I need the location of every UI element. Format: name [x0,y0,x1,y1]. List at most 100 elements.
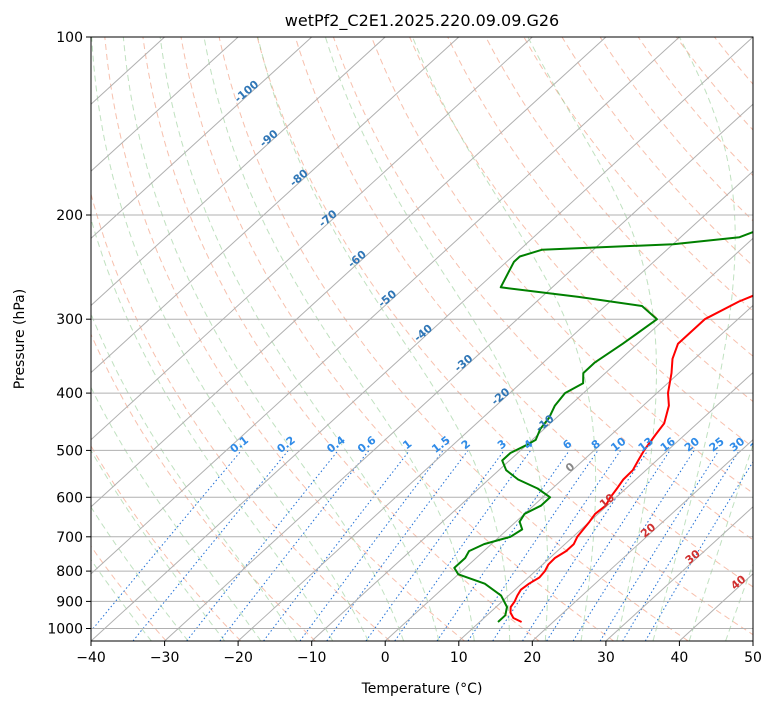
moist-adiabat-line [257,37,511,641]
dry-adiabat-line [91,545,167,641]
isotherm-line [164,103,753,641]
dry-adiabat-label: -100 [232,78,262,106]
mixing-ratio-label: 4 [522,437,536,452]
x-axis-label: Temperature (°C) [361,681,483,697]
y-tick-label: 100 [56,30,83,46]
dry-adiabat-label: -50 [376,287,400,310]
dry-adiabat-line [332,37,753,541]
plot-frame [90,36,754,642]
mixing-ratio-line [599,450,720,641]
mixing-ratio-line [132,450,289,641]
moist-adiabat-line [159,37,440,641]
x-tick-label: 50 [744,650,762,666]
moist-adiabat-line [91,37,369,641]
moist-adiabat-line [652,37,736,641]
moist-adiabat-line [91,217,334,641]
isotherm-line [752,640,753,641]
mixing-ratio-label: 0.1 [228,434,251,456]
moist-adiabat-line [91,449,225,641]
moist-adiabat-line [91,506,189,641]
x-tick-label: 0 [381,650,390,666]
mixing-ratio-label: 25 [707,435,727,455]
moist-adiabat-line [688,443,753,641]
mixing-ratio-line [622,450,740,641]
y-tick-label: 200 [56,208,83,224]
mixing-ratio-line [467,450,599,641]
x-tick-label: 40 [670,650,688,666]
mixing-ratio-label: 6 [560,437,574,452]
mixing-ratio-label: 0.4 [324,433,348,455]
dry-adiabat-line [447,37,753,403]
y-tick-label: 600 [56,490,83,506]
mixing-ratio-line [326,450,469,641]
x-tick-label: 30 [597,650,615,666]
moist-adiabat-line [91,558,152,641]
mixing-ratio-line [546,450,671,641]
grid [91,37,753,641]
dry-adiabat-line [637,37,753,177]
isotherm-line [458,371,753,641]
isotherm-line [91,37,753,641]
dry-adiabat-line [714,37,753,85]
dry-adiabat-label: -80 [287,166,311,189]
y-tick-label: 500 [56,443,83,459]
x-tick-label: −30 [150,650,180,666]
dry-adiabat-line [256,37,753,636]
dry-adiabat-label: -70 [316,207,340,230]
isotherm-line [605,506,753,641]
y-axis-label: Pressure (hPa) [12,289,28,389]
dry-adiabat-label: -30 [452,352,476,375]
mixing-ratio-label: 1.5 [429,434,452,456]
x-tick-label: −40 [76,650,106,666]
dry-adiabat-line [371,37,753,494]
mixing-ratio-label: 10 [608,435,628,455]
dry-adiabat-line [104,37,465,641]
dry-adiabat-label: 40 [728,572,748,592]
dry-adiabat-line [218,37,689,641]
mixing-ratio-label: 30 [727,435,747,455]
isotherm-line [91,37,680,575]
mixing-ratio-line [186,450,339,641]
dry-adiabat-line [485,37,753,357]
mixing-ratio-label: 20 [682,435,702,455]
mixing-ratio-line [522,450,649,641]
mixing-ratio-label: 1 [400,437,414,452]
moist-adiabat-line [324,37,549,641]
mixing-ratio-label: 2 [459,437,473,452]
dry-adiabat-line [523,37,753,312]
dry-adiabat-label: -60 [345,248,369,271]
moist-adiabat-line [91,312,298,641]
background-lines [91,37,753,641]
y-tick-label: 300 [56,312,83,328]
mixing-ratio-line [91,450,242,632]
mixing-ratio-line [299,450,444,641]
temperature-trace [509,294,753,623]
mixing-ratio-label: 0.6 [355,433,379,455]
dry-adiabat-line [752,37,753,39]
moist-adiabat-line [412,37,597,641]
dry-adiabat-line [561,37,753,267]
moist-adiabat-line [203,37,475,641]
mixing-ratio-line [644,460,753,641]
isotherm-line [531,438,753,641]
isotherm-line [91,37,533,441]
isotherm-line [91,37,607,508]
x-tick-label: −10 [297,650,327,666]
y-tick-label: 400 [56,386,83,402]
x-tick-label: −20 [223,650,253,666]
mixing-ratio-label: 3 [495,437,509,452]
dry-adiabat-label: 20 [638,520,658,540]
isotherm-line [91,37,386,307]
isotherm-line [311,237,753,641]
mixing-ratio-line [365,450,505,641]
isotherm-line [91,37,313,240]
dry-adiabat-line [180,37,614,641]
dry-adiabat-line [142,37,540,641]
profile-traces [453,231,753,623]
mixing-ratio-line [219,450,370,641]
dry-adiabat-label: -90 [257,127,281,150]
x-tick-label: 20 [523,650,541,666]
moist-adiabat-line [122,37,405,641]
isotherm-line [91,37,460,374]
